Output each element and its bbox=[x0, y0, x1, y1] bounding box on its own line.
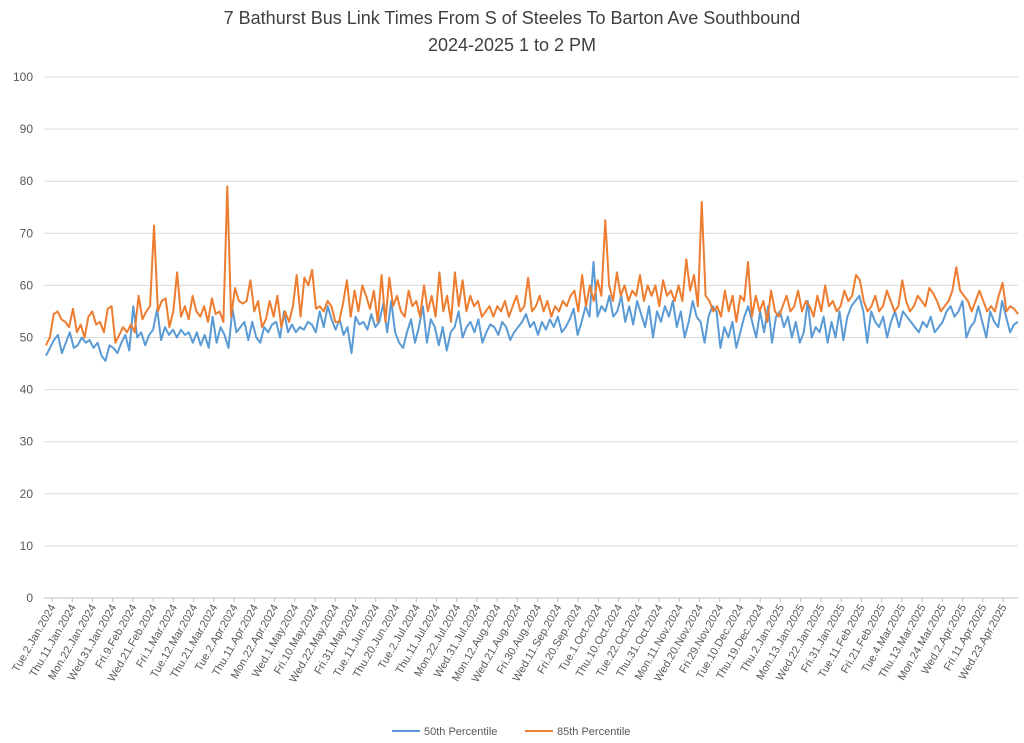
y-tick-label: 50 bbox=[20, 331, 34, 345]
y-tick-label: 70 bbox=[20, 226, 34, 240]
gridlines bbox=[44, 76, 1018, 599]
legend-label-85th: 85th Percentile bbox=[557, 726, 630, 738]
legend: 50th Percentile 85th Percentile bbox=[392, 726, 630, 738]
y-tick-label: 60 bbox=[20, 278, 34, 292]
y-tick-label: 0 bbox=[26, 591, 33, 605]
series-lines bbox=[45, 185, 1019, 362]
y-tick-label: 30 bbox=[20, 435, 34, 449]
y-tick-label: 100 bbox=[13, 70, 33, 84]
y-tick-label: 10 bbox=[20, 539, 34, 553]
x-axis: Tue.2.Jan.2024Thu.11.Jan.2024Mon.22.Jan.… bbox=[10, 598, 1010, 685]
y-tick-label: 90 bbox=[20, 122, 34, 136]
series-line-85th-percentile bbox=[45, 185, 1019, 346]
y-tick-label: 80 bbox=[20, 174, 34, 188]
y-tick-label: 40 bbox=[20, 383, 34, 397]
y-tick-label: 20 bbox=[20, 487, 34, 501]
series-line-50th-percentile bbox=[45, 261, 1019, 362]
chart-subtitle: 2024-2025 1 to 2 PM bbox=[427, 35, 597, 55]
legend-label-50th: 50th Percentile bbox=[424, 726, 497, 738]
chart-title: 7 Bathurst Bus Link Times From S of Stee… bbox=[223, 8, 801, 28]
y-axis: 0 10 20 30 40 50 60 70 80 90 100 bbox=[13, 70, 33, 605]
